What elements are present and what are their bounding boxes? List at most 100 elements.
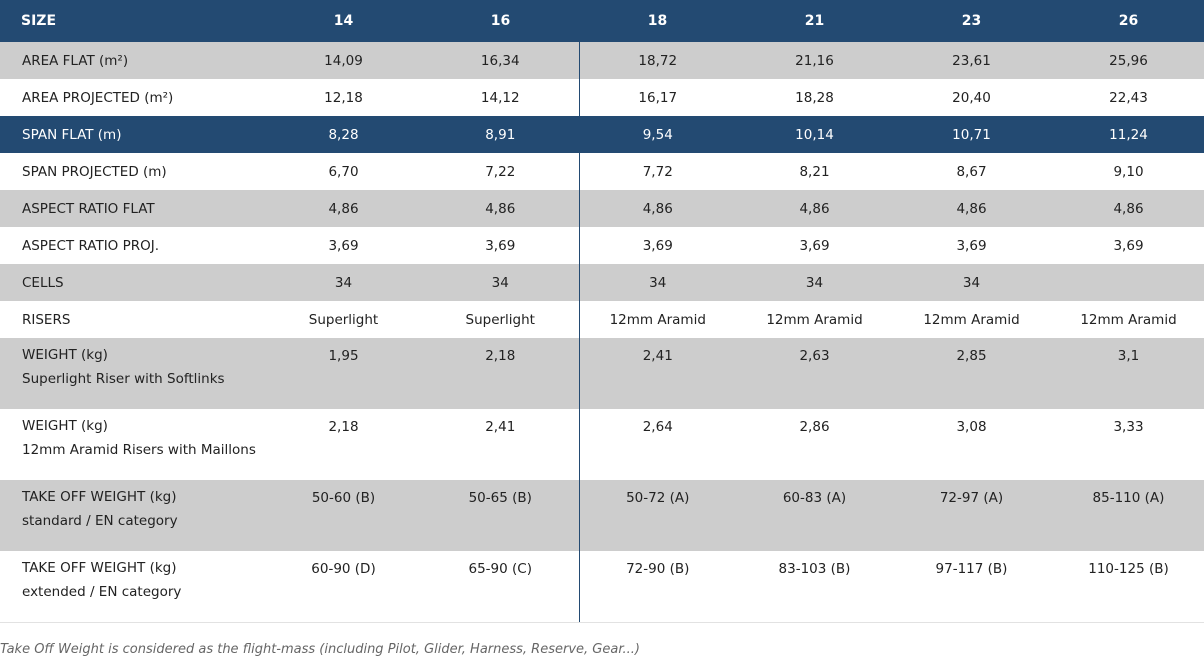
value-cell-size-23: 12mm Aramid (893, 301, 1050, 338)
value-cell-size-18: 16,17 (578, 79, 736, 116)
value-cell-size-26: 3,1 (1050, 338, 1204, 409)
value-cell-size-18: 9,54 (578, 116, 736, 153)
value-cell-size-18: 2,41 (578, 338, 736, 409)
value-cell-size-18: 2,64 (578, 409, 736, 480)
value-cell-size-14: 8,28 (265, 116, 422, 153)
row-label: CELLS (0, 264, 265, 301)
footnote: Take Off Weight is considered as the fli… (0, 642, 640, 657)
value-cell-size-21: 3,69 (736, 227, 893, 264)
row-label-main: RISERS (22, 311, 71, 328)
value-cell-size-26: 25,96 (1050, 42, 1204, 79)
value-cell-size-26: 4,86 (1050, 190, 1204, 227)
row-label-main: SPAN PROJECTED (m) (22, 163, 167, 180)
row-label-main: TAKE OFF WEIGHT (kg) (22, 489, 177, 505)
value-cell-size-26: 22,43 (1050, 79, 1204, 116)
row-label-sub: extended / EN category (22, 584, 182, 600)
row-label-main: CELLS (22, 274, 64, 291)
value-cell-size-23: 2,85 (893, 338, 1050, 409)
value-cell-size-23: 20,40 (893, 79, 1050, 116)
table-row: WEIGHT (kg) 12mm Aramid Risers with Maill… (0, 409, 1204, 480)
value-cell-size-23: 8,67 (893, 153, 1050, 190)
row-label: TAKE OFF WEIGHT (kg) standard / EN catego… (0, 480, 265, 551)
value-cell-size-21: 10,14 (736, 116, 893, 153)
value-cell-size-26: 9,10 (1050, 153, 1204, 190)
row-label: ASPECT RATIO PROJ. (0, 227, 265, 264)
value-cell-size-21: 21,16 (736, 42, 893, 79)
row-label: RISERS (0, 301, 265, 338)
value-cell-size-23: 10,71 (893, 116, 1050, 153)
row-label-main: ASPECT RATIO FLAT (22, 200, 155, 217)
value-cell-size-26: 85-110 (A) (1050, 480, 1204, 551)
value-cell-size-26 (1050, 264, 1204, 301)
header-size-14: 14 (265, 0, 422, 42)
value-cell-size-26: 3,69 (1050, 227, 1204, 264)
value-cell-size-14: 3,69 (265, 227, 422, 264)
table-row: RISERS Superlight Superlight 12mm Aramid 12m… (0, 301, 1204, 338)
value-cell-size-23: 97-117 (B) (893, 551, 1050, 623)
value-cell-size-26: 12mm Aramid (1050, 301, 1204, 338)
size-specs-table: SIZE 14 16 18 21 23 26 AREA FLAT (m²) 14,… (0, 0, 1204, 623)
row-label: WEIGHT (kg) Superlight Riser with Softlin… (0, 338, 265, 409)
value-cell-size-26: 11,24 (1050, 116, 1204, 153)
value-cell-size-21: 2,63 (736, 338, 893, 409)
value-cell-size-16: 3,69 (422, 227, 579, 264)
row-label-sub: 12mm Aramid Risers with Maillons (22, 442, 256, 458)
value-cell-size-14: 2,18 (265, 409, 422, 480)
row-label: SPAN PROJECTED (m) (0, 153, 265, 190)
row-label-main: TAKE OFF WEIGHT (kg) (22, 560, 177, 576)
value-cell-size-16: 14,12 (422, 79, 579, 116)
table-row: AREA PROJECTED (m²) 12,18 14,12 16,17 18,28 2… (0, 79, 1204, 116)
table-row: ASPECT RATIO FLAT 4,86 4,86 4,86 4,86 4,86 4,8… (0, 190, 1204, 227)
value-cell-size-16: 16,34 (422, 42, 579, 79)
value-cell-size-26: 110-125 (B) (1050, 551, 1204, 623)
value-cell-size-23: 4,86 (893, 190, 1050, 227)
value-cell-size-16: 2,41 (422, 409, 579, 480)
header-size-label: SIZE (0, 0, 265, 42)
value-cell-size-23: 72-97 (A) (893, 480, 1050, 551)
value-cell-size-23: 3,08 (893, 409, 1050, 480)
value-cell-size-14: Superlight (265, 301, 422, 338)
table-row: TAKE OFF WEIGHT (kg) standard / EN catego… (0, 480, 1204, 551)
table-row: TAKE OFF WEIGHT (kg) extended / EN catego… (0, 551, 1204, 623)
table-header-row: SIZE 14 16 18 21 23 26 (0, 0, 1204, 42)
value-cell-size-18: 50-72 (A) (578, 480, 736, 551)
row-label-main: AREA FLAT (m²) (22, 52, 129, 69)
row-label-main: WEIGHT (kg) (22, 418, 108, 434)
value-cell-size-21: 34 (736, 264, 893, 301)
row-label-main: AREA PROJECTED (m²) (22, 89, 174, 106)
value-cell-size-14: 34 (265, 264, 422, 301)
value-cell-size-18: 72-90 (B) (578, 551, 736, 623)
table-row: AREA FLAT (m²) 14,09 16,34 18,72 21,16 23,61 2… (0, 42, 1204, 79)
value-cell-size-14: 1,95 (265, 338, 422, 409)
table-row: ASPECT RATIO PROJ. 3,69 3,69 3,69 3,69 3,69 3,… (0, 227, 1204, 264)
value-cell-size-16: Superlight (422, 301, 579, 338)
value-cell-size-18: 34 (578, 264, 736, 301)
value-cell-size-26: 3,33 (1050, 409, 1204, 480)
value-cell-size-14: 6,70 (265, 153, 422, 190)
value-cell-size-14: 12,18 (265, 79, 422, 116)
row-label: SPAN FLAT (m) (0, 116, 265, 153)
row-label-main: SPAN FLAT (m) (22, 126, 122, 143)
value-cell-size-14: 4,86 (265, 190, 422, 227)
row-label-sub: standard / EN category (22, 513, 178, 529)
value-cell-size-18: 12mm Aramid (578, 301, 736, 338)
table-row: WEIGHT (kg) Superlight Riser with Softlin… (0, 338, 1204, 409)
row-label: ASPECT RATIO FLAT (0, 190, 265, 227)
header-size-18: 18 (579, 0, 736, 42)
value-cell-size-18: 18,72 (578, 42, 736, 79)
value-cell-size-14: 60-90 (D) (265, 551, 422, 623)
header-size-16: 16 (422, 0, 579, 42)
value-cell-size-21: 18,28 (736, 79, 893, 116)
value-cell-size-14: 50-60 (B) (265, 480, 422, 551)
value-cell-size-18: 7,72 (578, 153, 736, 190)
value-cell-size-16: 4,86 (422, 190, 579, 227)
value-cell-size-16: 50-65 (B) (422, 480, 579, 551)
table-row: SPAN PROJECTED (m) 6,70 7,22 7,72 8,21 8,67 9,… (0, 153, 1204, 190)
value-cell-size-21: 8,21 (736, 153, 893, 190)
value-cell-size-18: 3,69 (578, 227, 736, 264)
value-cell-size-21: 83-103 (B) (736, 551, 893, 623)
value-cell-size-16: 7,22 (422, 153, 579, 190)
value-cell-size-21: 60-83 (A) (736, 480, 893, 551)
value-cell-size-23: 23,61 (893, 42, 1050, 79)
value-cell-size-21: 4,86 (736, 190, 893, 227)
